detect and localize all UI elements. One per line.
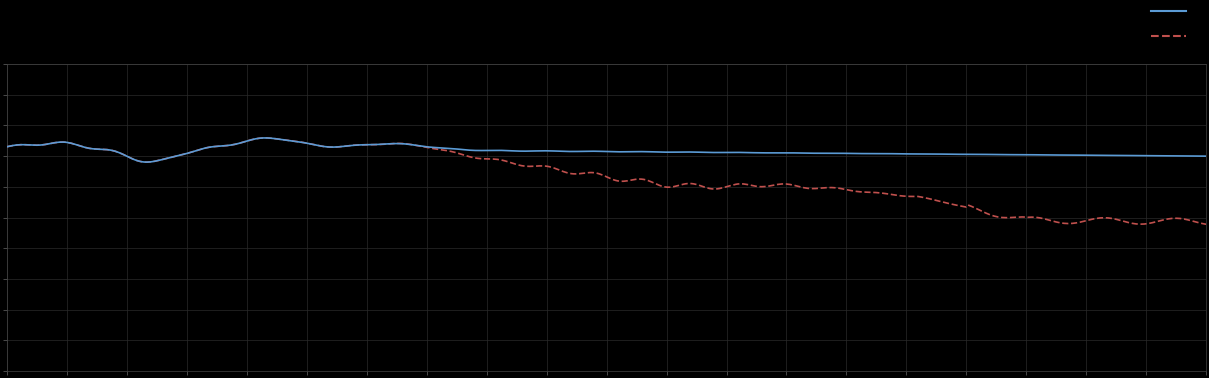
Legend: , : , <box>1145 0 1202 50</box>
